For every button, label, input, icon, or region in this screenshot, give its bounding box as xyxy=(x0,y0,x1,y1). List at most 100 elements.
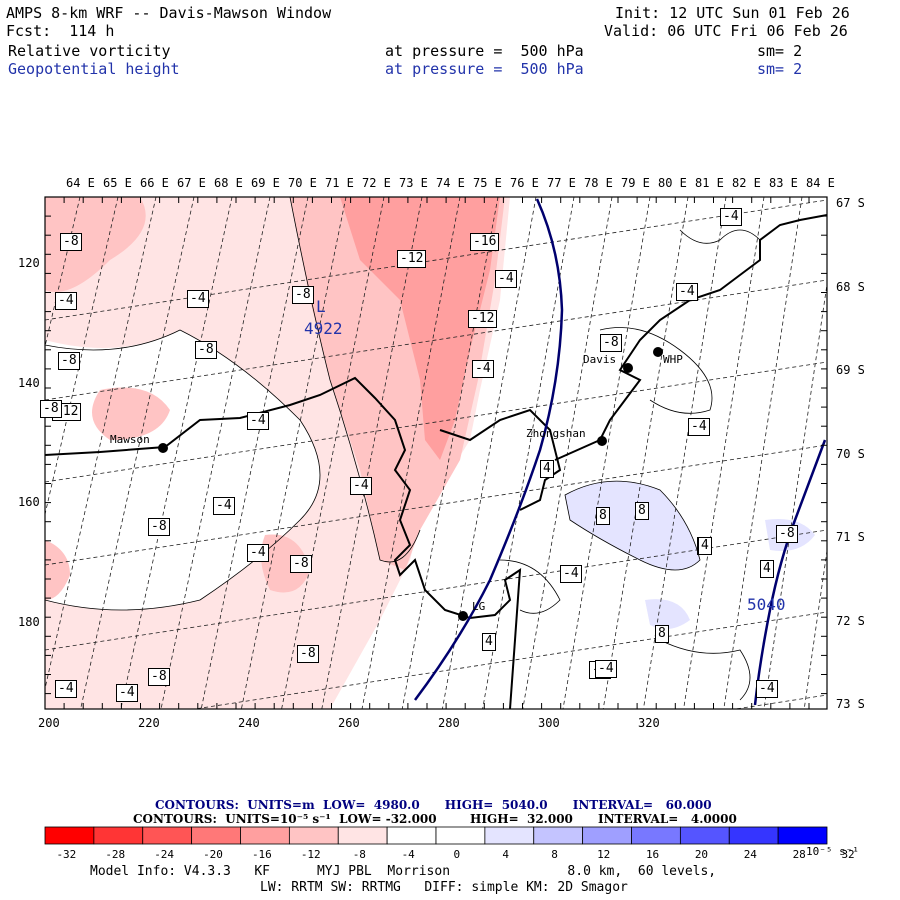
vorticity-label: -4 xyxy=(676,283,698,301)
grid-x-label: 320 xyxy=(638,716,660,730)
vorticity-shading xyxy=(45,197,815,709)
color-bar-tick-label: -16 xyxy=(251,848,272,861)
frame-ticks xyxy=(44,196,827,709)
color-bar-swatch xyxy=(288,826,339,845)
parallel-line xyxy=(733,694,827,709)
longitude-label: 73 E xyxy=(399,176,428,190)
station-davis-dot xyxy=(623,363,633,373)
color-bar-swatch xyxy=(44,826,95,845)
vort-fill-neg8-nw xyxy=(45,197,146,292)
meridian-line xyxy=(643,197,727,709)
station-label-mawson: Mawson xyxy=(110,433,150,446)
meridian-line xyxy=(241,197,347,709)
station-label-lg: LG xyxy=(472,600,486,613)
color-bar-swatch xyxy=(679,826,730,845)
field2-level: at pressure = 500 hPa xyxy=(385,60,584,78)
vorticity-label: -4 xyxy=(688,418,710,436)
vort-fill-neg8-west xyxy=(45,540,70,600)
vorticity-label: -4 xyxy=(55,680,77,698)
color-bar-tick-label: 8 xyxy=(551,848,558,861)
vorticity-label: -4 xyxy=(116,684,138,702)
low-center-marker: L xyxy=(316,297,326,316)
vorticity-label: 8 xyxy=(655,625,669,643)
field1-level: at pressure = 500 hPa xyxy=(385,42,584,60)
longitude-label: 65 E xyxy=(103,176,132,190)
color-bar-swatch xyxy=(533,826,584,845)
color-bar-swatch xyxy=(631,826,681,845)
color-bar-tick-label: -4 xyxy=(401,848,415,861)
meridian-line xyxy=(401,197,499,709)
color-bar-swatch xyxy=(191,826,241,845)
vorticity-label: -4 xyxy=(756,680,778,698)
longitude-label: 71 E xyxy=(325,176,354,190)
vorticity-label: -4 xyxy=(247,544,269,562)
model-info: Model Info: V4.3.3 KF MYJ PBL Morrison 8… xyxy=(90,864,717,879)
longitude-label: 70 E xyxy=(288,176,317,190)
vorticity-label: 8 xyxy=(635,502,649,520)
latitude-label: 73 S xyxy=(836,697,865,711)
color-bar-tick-label: 20 xyxy=(694,848,709,861)
grid-y-label: 140 xyxy=(18,375,40,390)
meridian-line xyxy=(321,197,423,709)
longitude-label: 76 E xyxy=(510,176,539,190)
color-bar-tick-label: -32 xyxy=(56,848,77,861)
field1-name: Relative vorticity xyxy=(8,42,171,60)
color-bar-swatch xyxy=(582,826,632,845)
vorticity-label: -8 xyxy=(40,400,62,418)
meridian-line xyxy=(160,197,271,709)
vorticity-label: -4 xyxy=(595,660,617,678)
vorticity-label: -8 xyxy=(195,341,217,359)
vorticity-label: -8 xyxy=(776,525,798,543)
vorticity-label: -8 xyxy=(148,518,170,536)
meridian-line xyxy=(562,197,651,709)
color-bar-swatch xyxy=(435,826,486,845)
longitude-label: 67 E xyxy=(177,176,206,190)
vorticity-label: -8 xyxy=(290,555,312,573)
longitude-label: 66 E xyxy=(140,176,169,190)
longitude-label: 64 E xyxy=(66,176,95,190)
meridian-line xyxy=(45,197,119,517)
station-lg-dot xyxy=(458,611,468,621)
vorticity-label: -4 xyxy=(213,497,235,515)
station-markers xyxy=(158,347,663,621)
color-bar-swatch xyxy=(93,826,144,845)
station-label-zhongshan: Zhongshan xyxy=(526,427,586,440)
color-bar-tick-label: 12 xyxy=(597,848,611,861)
parallel-line xyxy=(45,361,827,483)
vorticity-label: -4 xyxy=(560,565,582,583)
longitude-label: 72 E xyxy=(362,176,391,190)
vorticity-label: 4 xyxy=(760,560,774,578)
color-bar-swatch xyxy=(240,826,290,845)
longitude-label: 80 E xyxy=(658,176,687,190)
coastline-davis xyxy=(554,214,827,461)
meridian-line xyxy=(442,197,537,709)
meridian-line xyxy=(281,197,385,709)
longitude-label: 74 E xyxy=(436,176,465,190)
color-bar-tick-label: -12 xyxy=(300,848,321,861)
color-bar-tick-label: -20 xyxy=(203,848,223,861)
vorticity-label: -16 xyxy=(470,233,500,251)
latitude-label: 68 S xyxy=(836,279,865,294)
color-bar-swatch xyxy=(728,826,779,845)
plot-frame xyxy=(44,196,828,710)
vorticity-label: -4 xyxy=(247,412,269,430)
meridian-line xyxy=(361,197,461,709)
vorticity-label: 4 xyxy=(698,537,712,555)
longitude-label: 79 E xyxy=(621,176,650,190)
vorticity-label: -4 xyxy=(187,290,209,308)
vorticity-label: -4 xyxy=(720,208,742,226)
forecast-hour: Fcst: 114 h xyxy=(6,22,115,40)
vorticity-label: -4 xyxy=(472,360,494,378)
vorticity-label: -12 xyxy=(468,310,498,328)
chart-title: AMPS 8-km WRF -- Davis-Mawson Window xyxy=(6,4,332,22)
vort-fill-pos8-east xyxy=(565,481,700,570)
height-contour-5040 xyxy=(753,439,827,706)
color-bar-unit: 10⁻⁵ s⁻¹ xyxy=(806,845,859,858)
station-label-whp: WHP xyxy=(663,353,683,366)
vort-fill-neg12-band xyxy=(340,197,500,460)
low-center-value: 4922 xyxy=(304,319,343,338)
color-bar-tick-label: -28 xyxy=(105,848,126,861)
parallel-line xyxy=(45,529,827,651)
longitude-label: 69 E xyxy=(251,176,280,190)
